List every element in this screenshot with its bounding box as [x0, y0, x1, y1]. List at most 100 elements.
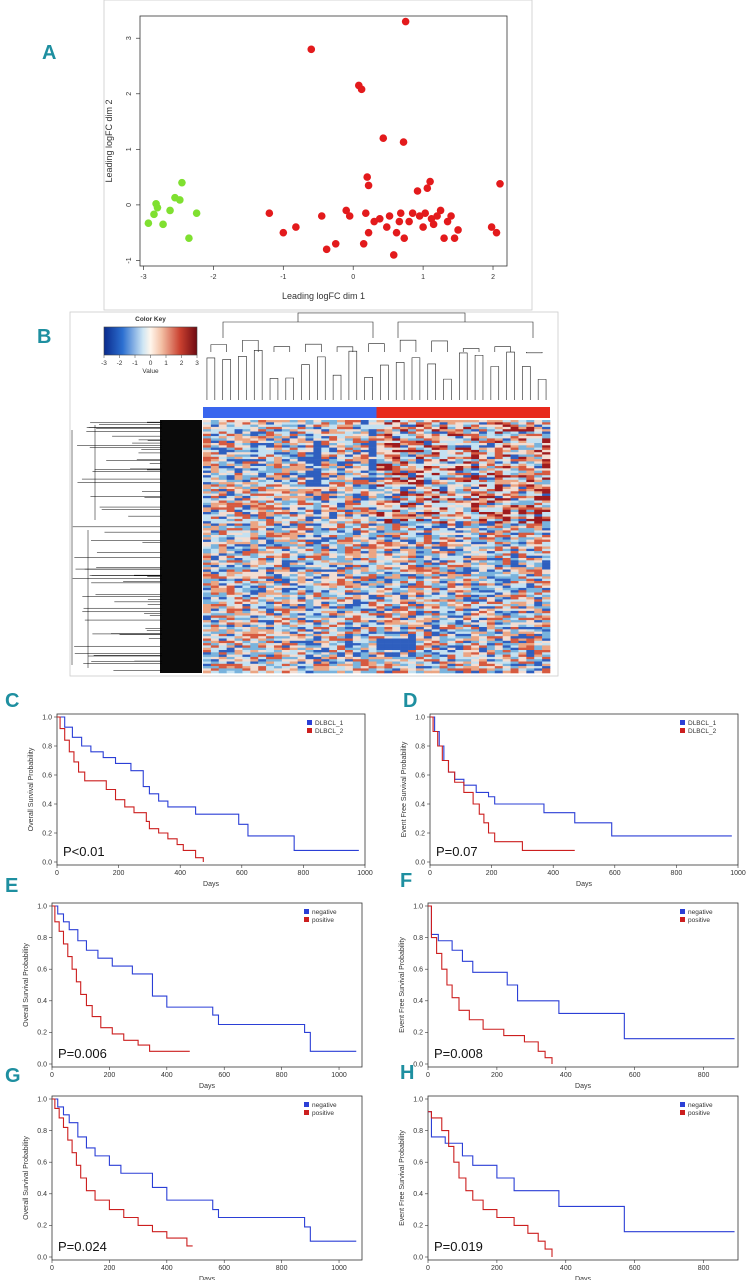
heatmap-cell	[321, 564, 330, 568]
heatmap-cell	[250, 541, 259, 545]
heatmap-cell	[313, 493, 322, 497]
heatmap-cell	[352, 431, 362, 435]
heatmap-cell	[439, 654, 448, 658]
heatmap-cell	[210, 514, 220, 517]
scatter-point	[292, 223, 300, 231]
heatmap-cell	[526, 454, 535, 458]
heatmap-cell	[376, 640, 385, 644]
heatmap-cell	[526, 668, 535, 671]
heatmap-cell	[463, 631, 472, 635]
heatmap-cell	[479, 489, 488, 492]
heatmap-cell	[368, 498, 377, 501]
heatmap-cell	[455, 622, 464, 625]
heatmap-cell	[534, 610, 543, 614]
heatmap-cell	[368, 633, 377, 637]
heatmap-cell	[408, 638, 417, 642]
heatmap-cell	[455, 505, 464, 508]
heatmap-cell	[289, 643, 298, 646]
heatmap-cell	[423, 528, 433, 531]
heatmap-cell	[479, 583, 488, 586]
heatmap-cell	[518, 530, 527, 533]
heatmap-cell	[266, 643, 275, 646]
heatmap-cell	[392, 459, 401, 462]
heatmap-cell	[210, 569, 220, 573]
heatmap-cell	[321, 443, 330, 446]
heatmap-cell	[210, 541, 220, 545]
heatmap-cell	[494, 581, 503, 584]
heatmap-cell	[203, 606, 212, 609]
heatmap-cell	[360, 558, 369, 561]
heatmap-cell	[400, 468, 409, 471]
heatmap-cell	[392, 475, 401, 478]
heatmap-cell	[321, 468, 330, 471]
heatmap-cell	[376, 420, 385, 423]
heatmap-cell	[400, 544, 409, 547]
heatmap-cell	[463, 470, 472, 474]
heatmap-cell	[534, 498, 543, 501]
heatmap-cell	[297, 608, 306, 612]
heatmap-cell	[526, 436, 535, 439]
heatmap-cell	[266, 452, 275, 455]
heatmap-cell	[281, 495, 291, 499]
heatmap-cell	[463, 436, 472, 439]
heatmap-cell	[273, 629, 283, 632]
heatmap-cell	[415, 433, 425, 437]
heatmap-cell	[344, 493, 354, 497]
heatmap-cell	[281, 525, 291, 529]
heatmap-cell	[218, 622, 227, 625]
heatmap-cell	[226, 456, 235, 460]
heatmap-cell	[439, 475, 448, 478]
heatmap-cell	[455, 594, 464, 598]
heatmap-cell	[313, 627, 322, 630]
heatmap-cell	[273, 597, 283, 600]
heatmap-cell	[218, 571, 227, 575]
heatmap-cell	[305, 606, 314, 609]
scatter-point	[492, 228, 501, 237]
heatmap-cell	[479, 615, 488, 619]
heatmap-cell	[344, 650, 354, 653]
heatmap-cell	[502, 606, 511, 609]
heatmap-cell	[210, 525, 220, 529]
heatmap-cell	[218, 475, 227, 478]
heatmap-cell	[471, 518, 480, 522]
heatmap-cell	[415, 592, 425, 596]
heatmap-cell	[305, 424, 314, 428]
heatmap-cell	[344, 654, 354, 658]
heatmap-cell	[313, 546, 322, 550]
heatmap-cell	[297, 548, 306, 552]
heatmap-cell	[502, 537, 511, 540]
heatmap-cell	[218, 615, 227, 619]
heatmap-cell	[289, 514, 298, 517]
heatmap-cell	[305, 512, 314, 515]
heatmap-cell	[297, 537, 306, 540]
heatmap-cell	[415, 553, 425, 556]
heatmap-cell	[203, 482, 212, 485]
heatmap-cell	[423, 443, 433, 446]
heatmap-cell	[510, 645, 519, 648]
heatmap-cell	[266, 645, 275, 648]
heatmap-cell	[502, 445, 511, 448]
heatmap-cell	[210, 620, 220, 623]
heatmap-cell	[313, 576, 322, 579]
heatmap-cell	[360, 622, 369, 625]
heatmap-cell	[502, 548, 511, 552]
heatmap-cell	[431, 638, 440, 642]
heatmap-cell	[471, 576, 480, 579]
heatmap-cell	[463, 466, 472, 469]
heatmap-cell	[273, 601, 283, 605]
heatmap-cell	[479, 558, 488, 561]
heatmap-cell	[376, 440, 385, 444]
heatmap-cell	[423, 530, 433, 533]
heatmap-cell	[368, 495, 377, 499]
heatmap-cell	[439, 456, 448, 460]
heatmap-cell	[526, 500, 535, 504]
heatmap-cell	[518, 571, 527, 575]
heatmap-cell	[479, 640, 488, 644]
heatmap-cell	[408, 537, 417, 540]
heatmap-cell	[313, 518, 322, 522]
heatmap-cell	[542, 516, 551, 520]
heatmap-cell	[281, 528, 291, 531]
heatmap-cell	[439, 459, 448, 462]
heatmap-cell	[226, 507, 235, 510]
heatmap-cell	[415, 599, 425, 602]
